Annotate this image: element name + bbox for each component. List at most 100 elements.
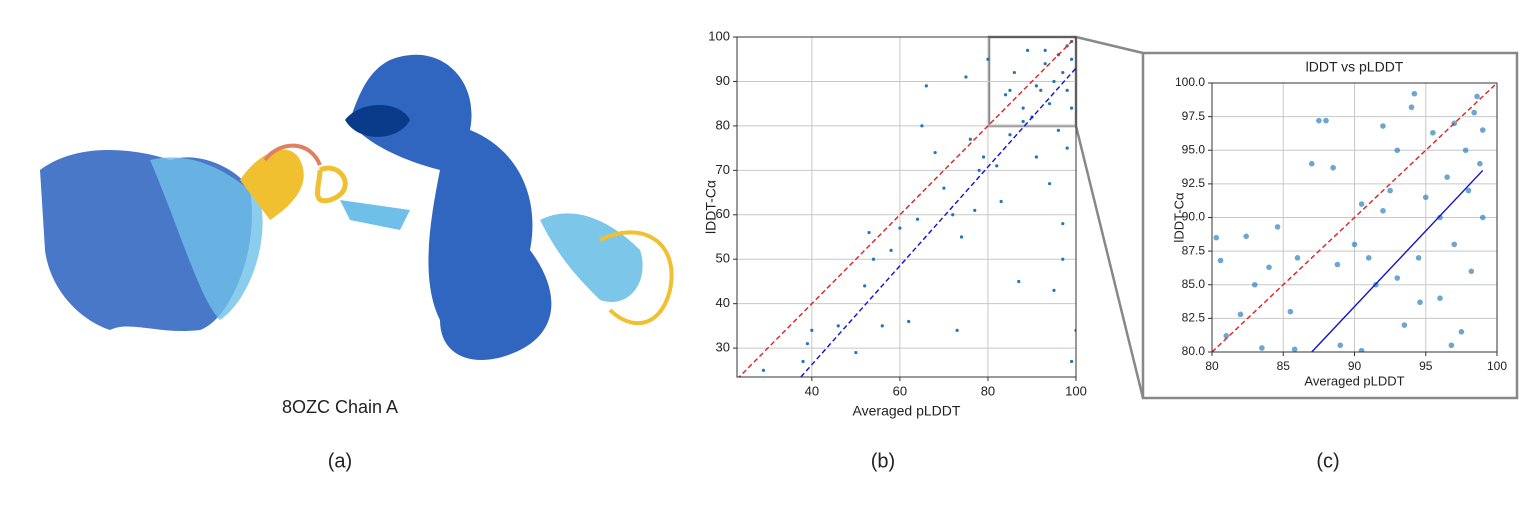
- point: [1213, 234, 1220, 241]
- point: [924, 84, 928, 88]
- point: [1251, 281, 1258, 288]
- point: [1401, 322, 1408, 328]
- protein-structure: [40, 54, 674, 361]
- point: [1380, 207, 1386, 214]
- point: [1380, 123, 1386, 129]
- zoom-connector: [1075, 35, 1144, 55]
- point: [1479, 127, 1486, 133]
- y-tick-label: 100: [708, 28, 730, 43]
- point: [1056, 128, 1060, 132]
- protein-helix: [150, 157, 263, 320]
- point: [1437, 295, 1443, 302]
- point: [1266, 264, 1272, 271]
- point: [1243, 233, 1249, 240]
- point: [1008, 133, 1012, 137]
- x-tick-label: 80: [981, 383, 995, 398]
- point: [1043, 48, 1047, 52]
- point: [867, 230, 871, 235]
- point: [995, 164, 999, 168]
- point: [1034, 84, 1038, 88]
- point: [863, 284, 867, 288]
- point: [1043, 62, 1047, 66]
- x-tick-label: 85: [1277, 359, 1291, 373]
- point: [1316, 117, 1322, 124]
- point: [880, 324, 884, 328]
- point: [973, 208, 977, 212]
- x-axis-label: Averaged pLDDT: [1304, 373, 1404, 388]
- point: [1065, 146, 1069, 150]
- fit-line: [1212, 83, 1497, 352]
- zoom-frame: [1141, 51, 1519, 400]
- y-axis-label: lDDT-Cα: [703, 180, 719, 234]
- point: [1448, 342, 1455, 349]
- y-tick-label: 85.0: [1182, 277, 1206, 291]
- point: [1411, 90, 1418, 97]
- point: [1444, 174, 1450, 180]
- panel-label: (c): [1316, 450, 1339, 472]
- point: [889, 248, 893, 252]
- point: [1052, 79, 1056, 84]
- y-tick-label: 70: [716, 162, 730, 177]
- point: [1069, 106, 1074, 110]
- point: [810, 328, 814, 332]
- point: [933, 150, 937, 155]
- point: [801, 359, 805, 364]
- x-tick-label: 90: [1348, 359, 1362, 373]
- point: [1408, 104, 1415, 111]
- point: [1287, 308, 1294, 315]
- plot-area: [1212, 83, 1497, 352]
- y-tick-label: 92.5: [1182, 176, 1206, 190]
- point: [1474, 93, 1480, 100]
- point: [1308, 160, 1315, 167]
- point: [1330, 164, 1336, 171]
- point: [1017, 279, 1021, 284]
- point: [1394, 147, 1401, 154]
- point: [854, 350, 858, 355]
- structure-caption: 8OZC Chain A: [282, 397, 398, 417]
- point: [1337, 342, 1344, 349]
- point: [1471, 109, 1477, 116]
- y-tick-label: 95.0: [1182, 142, 1206, 156]
- point: [1021, 119, 1025, 124]
- protein-helix: [540, 213, 643, 302]
- x-tick-label: 100: [1487, 359, 1507, 373]
- point: [871, 257, 876, 261]
- point: [836, 324, 840, 328]
- point: [1479, 214, 1486, 221]
- y-tick-label: 90: [716, 73, 730, 88]
- y-tick-label: 50: [716, 251, 730, 266]
- point: [761, 368, 766, 372]
- x-tick-label: 60: [893, 383, 907, 398]
- point: [1291, 346, 1298, 352]
- point: [1422, 194, 1429, 201]
- point: [1351, 241, 1358, 248]
- point: [981, 155, 986, 159]
- point: [1008, 88, 1012, 92]
- point: [959, 235, 964, 239]
- point: [1052, 288, 1056, 292]
- panel-label: (b): [871, 450, 895, 472]
- y-axis-label: lDDT-Cα: [1171, 192, 1186, 243]
- point: [1358, 347, 1365, 352]
- x-tick-label: 40: [805, 383, 819, 398]
- point: [1323, 117, 1329, 124]
- point: [1465, 187, 1472, 194]
- point: [977, 168, 981, 172]
- chart-title: lDDT vs pLDDT: [1306, 59, 1404, 75]
- point: [1334, 261, 1341, 268]
- point: [1021, 106, 1025, 110]
- point: [955, 328, 959, 332]
- protein-loop: [315, 165, 348, 204]
- y-tick-label: 90.0: [1182, 210, 1206, 224]
- protein-loop: [599, 230, 674, 326]
- protein-loop: [240, 149, 304, 220]
- fit-line: [1311, 169, 1484, 352]
- point: [1451, 241, 1458, 248]
- point: [1468, 268, 1475, 275]
- point: [942, 186, 946, 190]
- axes-frame: [1211, 82, 1498, 353]
- fit-line: [738, 37, 1076, 377]
- point: [1065, 88, 1069, 92]
